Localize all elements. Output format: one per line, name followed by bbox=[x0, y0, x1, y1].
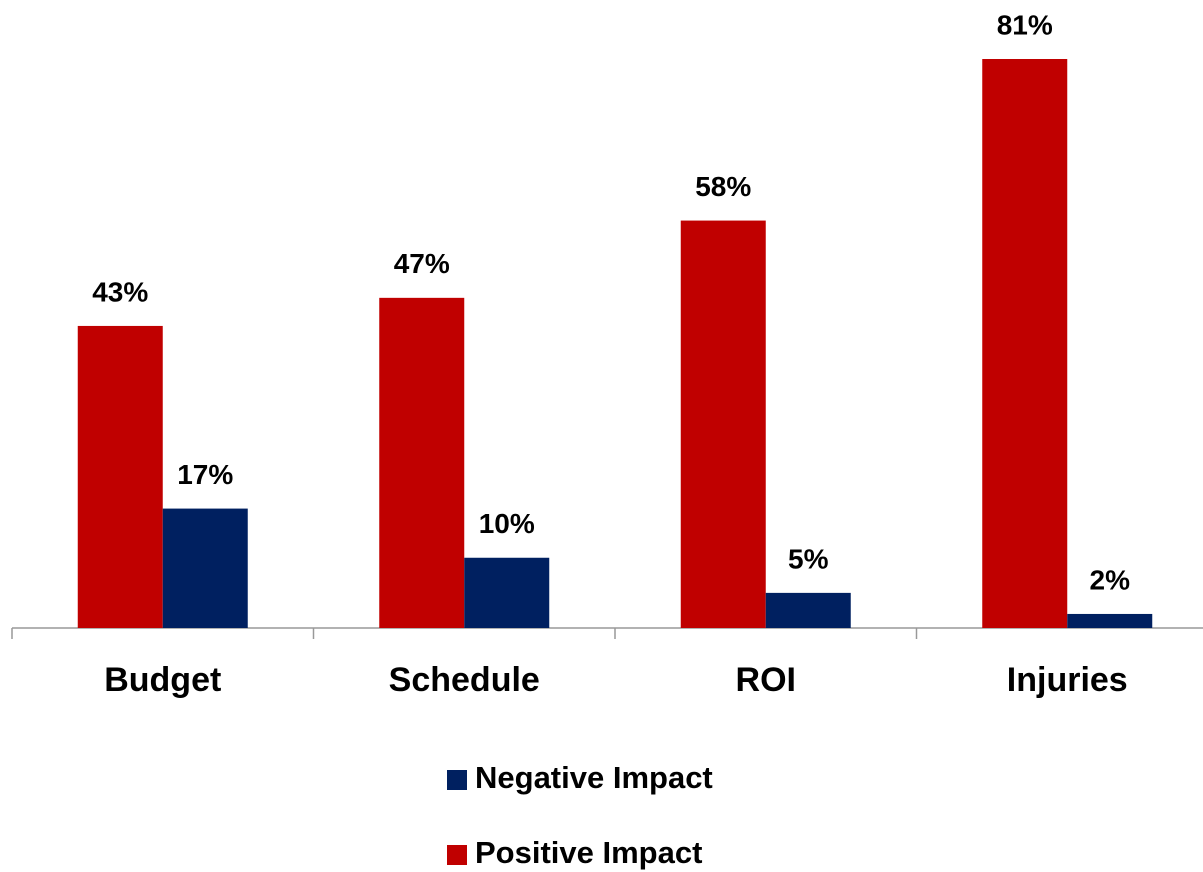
legend-swatch bbox=[447, 770, 467, 790]
data-label: 47% bbox=[394, 248, 450, 279]
bar bbox=[680, 220, 766, 628]
bar bbox=[77, 325, 163, 628]
x-tick-label: Schedule bbox=[389, 661, 540, 699]
legend-label: Positive Impact bbox=[475, 835, 702, 870]
legend-swatch bbox=[447, 845, 467, 865]
data-label: 58% bbox=[695, 171, 751, 202]
bar bbox=[162, 508, 248, 628]
bar bbox=[1067, 613, 1153, 628]
data-label: 43% bbox=[92, 276, 148, 307]
bar bbox=[982, 59, 1068, 628]
bar bbox=[464, 557, 550, 628]
data-label: 81% bbox=[997, 9, 1053, 40]
data-label: 2% bbox=[1090, 564, 1131, 595]
data-label: 17% bbox=[177, 459, 233, 490]
data-label: 10% bbox=[479, 508, 535, 539]
x-tick-label: Budget bbox=[104, 661, 221, 699]
legend-label: Negative Impact bbox=[475, 760, 713, 795]
x-tick-label: Injuries bbox=[1007, 661, 1128, 699]
bar bbox=[765, 592, 851, 628]
bar bbox=[379, 297, 465, 628]
x-tick-label: ROI bbox=[736, 661, 796, 699]
data-label: 5% bbox=[788, 543, 829, 574]
